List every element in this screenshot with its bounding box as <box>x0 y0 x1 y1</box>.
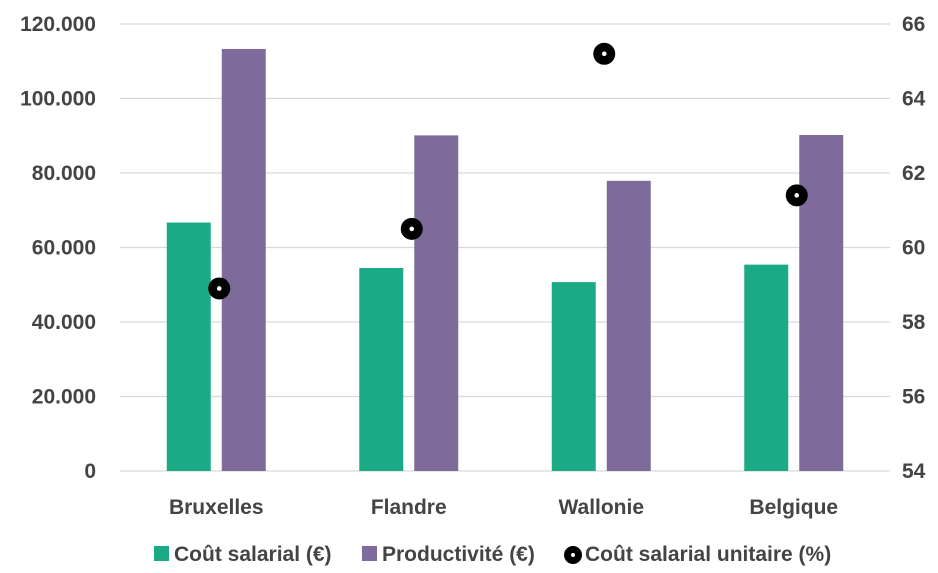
legend-swatch <box>362 546 377 561</box>
scatter-point <box>400 217 423 240</box>
y-right-tick-label: 62 <box>902 162 925 185</box>
legend-item: Coût salarial (€) <box>154 543 332 566</box>
scatter-point-center <box>216 286 222 291</box>
bar-cout-salarial <box>551 282 596 471</box>
scatter-point-center <box>794 193 800 198</box>
bar-productivite <box>221 48 266 472</box>
y-right-tick-label: 58 <box>902 311 926 334</box>
legend: Coût salarial (€) Productivité (€) Coût sa… <box>154 543 831 566</box>
x-category-label: Bruxelles <box>169 496 264 519</box>
scatter-points <box>208 42 808 300</box>
scatter-point-center <box>409 226 415 232</box>
legend-marker-center <box>571 553 575 557</box>
bar-productivite <box>799 135 844 471</box>
bar-cout-salarial <box>744 264 789 471</box>
bar-productivite <box>606 180 651 471</box>
y-right-tick-label: 66 <box>902 13 925 36</box>
bars <box>166 48 844 472</box>
scatter-point <box>785 184 808 207</box>
y-left-tick-label: 20.000 <box>32 386 96 409</box>
y-right-tick-label: 54 <box>902 460 926 483</box>
y-left-tick-label: 60.000 <box>32 237 96 260</box>
legend-label: Coût salarial (€) <box>174 543 332 566</box>
scatter-point <box>208 277 231 300</box>
x-category-label: Wallonie <box>558 496 644 519</box>
x-category-label: Flandre <box>371 496 447 519</box>
legend-label: Productivité (€) <box>382 543 535 566</box>
y-left-tick-label: 100.000 <box>20 88 96 111</box>
legend-swatch <box>154 546 169 561</box>
scatter-point <box>593 42 616 65</box>
left-axis: 0 20.000 40.000 60.000 80.000 100.000 120.000 <box>20 13 96 483</box>
bar-productivite <box>414 135 459 471</box>
bar-cout-salarial <box>359 267 404 471</box>
bar-cout-salarial <box>166 222 211 471</box>
y-right-tick-label: 60 <box>902 237 925 260</box>
scatter-point-center <box>601 51 607 57</box>
y-right-tick-label: 56 <box>902 386 925 409</box>
x-axis: Bruxelles Flandre Wallonie Belgique <box>169 496 838 519</box>
y-right-tick-label: 64 <box>902 88 926 111</box>
legend-item: Coût salarial unitaire (%) <box>564 543 831 566</box>
y-left-tick-label: 40.000 <box>32 311 96 334</box>
y-left-tick-label: 120.000 <box>20 13 96 36</box>
y-left-tick-label: 0 <box>84 460 96 483</box>
legend-label: Coût salarial unitaire (%) <box>585 543 831 566</box>
right-axis: 54 56 58 60 62 64 66 <box>902 13 926 483</box>
x-category-label: Belgique <box>749 496 838 519</box>
y-left-tick-label: 80.000 <box>32 162 96 185</box>
legend-item: Productivité (€) <box>362 543 535 566</box>
